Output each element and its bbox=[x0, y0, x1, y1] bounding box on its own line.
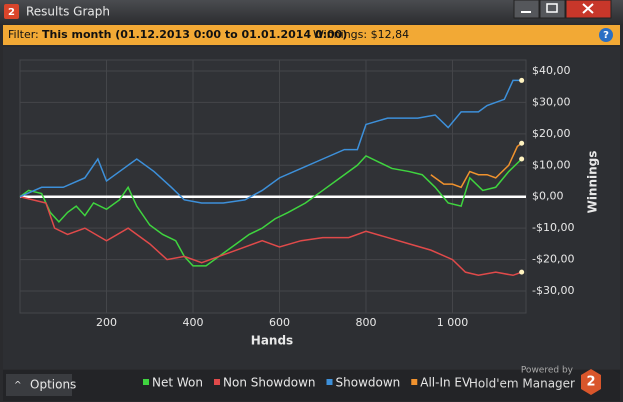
maximize-button[interactable] bbox=[539, 0, 566, 19]
y-tick-label: $10,00 bbox=[532, 158, 571, 171]
filter-bar bbox=[3, 25, 620, 45]
y-tick-label: $0,00 bbox=[532, 190, 564, 203]
series-line bbox=[19, 154, 523, 267]
app-icon bbox=[4, 4, 19, 19]
plot: $40,00 $30,00 $20,00 $10,00 $0,00 -$10,00 -$20… bbox=[19, 60, 574, 329]
options-button[interactable] bbox=[6, 374, 72, 396]
x-tick-label: 400 bbox=[182, 316, 203, 329]
filter-period: This month (01.12.2013 0:00 to 01.01.201… bbox=[42, 28, 347, 41]
legend-label: All-In EV bbox=[420, 376, 471, 390]
legend-label: Non Showdown bbox=[223, 376, 316, 390]
footer-bar bbox=[3, 370, 620, 401]
legend-swatch bbox=[143, 379, 149, 385]
y-tick-label: -$10,00 bbox=[532, 221, 574, 234]
help-button[interactable] bbox=[599, 28, 613, 42]
end-marker bbox=[519, 156, 525, 162]
y-tick-label: $20,00 bbox=[532, 127, 571, 140]
help-icon: ? bbox=[603, 30, 609, 41]
y-tick-label: -$30,00 bbox=[532, 284, 574, 297]
app-icon-text: 2 bbox=[8, 7, 15, 18]
legend: Net Won Non Showdown Showdown All-In EV bbox=[143, 376, 471, 390]
window-title: Results Graph bbox=[26, 5, 110, 19]
end-marker bbox=[519, 140, 525, 146]
end-marker bbox=[519, 269, 525, 275]
brand-logo bbox=[581, 369, 601, 395]
legend-swatch bbox=[411, 379, 418, 385]
x-axis-label: Hands bbox=[251, 334, 293, 348]
legend-swatch bbox=[326, 379, 333, 385]
x-tick-label: 800 bbox=[355, 316, 376, 329]
y-axis-label: Winnings bbox=[586, 151, 600, 214]
powered-by: Powered by bbox=[521, 366, 574, 376]
legend-label: Net Won bbox=[152, 376, 203, 390]
y-tick-label: $40,00 bbox=[532, 64, 571, 77]
legend-swatch bbox=[214, 379, 220, 385]
brand-logo-text: 2 bbox=[586, 375, 595, 390]
series-line bbox=[430, 142, 523, 189]
minimize-button[interactable] bbox=[513, 0, 540, 19]
brand: Hold'em Manager bbox=[469, 377, 575, 391]
x-tick-label: 600 bbox=[269, 316, 290, 329]
maximize-icon bbox=[546, 3, 558, 13]
end-marker bbox=[519, 77, 525, 83]
options-arrow: ^ bbox=[14, 381, 22, 391]
y-tick-label: -$20,00 bbox=[532, 253, 574, 266]
series-line bbox=[19, 79, 522, 204]
x-tick-label: 1 000 bbox=[437, 316, 469, 329]
y-tick-label: $30,00 bbox=[532, 95, 571, 108]
filter-winnings: Winnings: $12,84 bbox=[313, 28, 409, 41]
x-tick-label: 200 bbox=[96, 316, 117, 329]
options-text: Options bbox=[30, 378, 76, 392]
plot-area bbox=[19, 59, 527, 314]
legend-label: Showdown bbox=[336, 376, 401, 390]
close-icon bbox=[582, 3, 594, 14]
filter-label: Filter: bbox=[8, 28, 39, 41]
series-line bbox=[19, 195, 522, 277]
